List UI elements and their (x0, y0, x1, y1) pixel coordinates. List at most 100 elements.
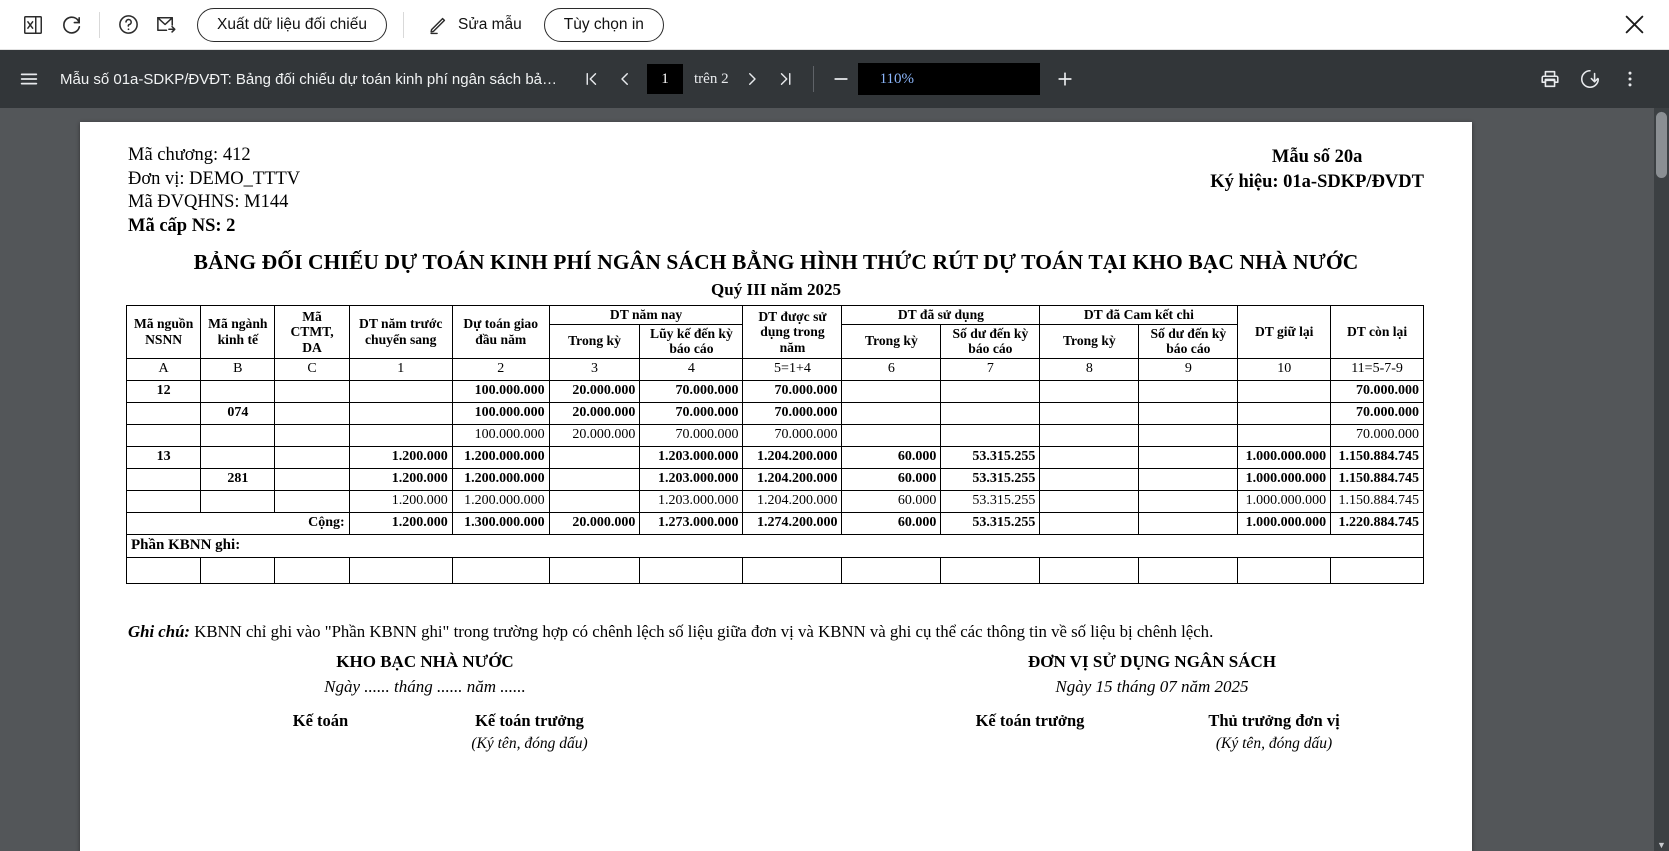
table-cell: 1.200.000.000 (451, 467, 550, 491)
table-cell (1138, 379, 1239, 403)
table-cell: 70.000.000 (742, 379, 843, 403)
column-letter-cell: 2 (451, 357, 550, 381)
print-options-button[interactable]: Tùy chọn in (543, 7, 664, 42)
column-letter-cell: 6 (841, 357, 942, 381)
last-page-icon[interactable] (769, 62, 803, 96)
table-cell: 074 (200, 401, 276, 425)
first-page-icon[interactable] (574, 62, 608, 96)
meta-ma-cap-ns: Mã cấp NS: 2 (128, 215, 236, 236)
th-ckc-trong-ky: Trong kỳ (1039, 323, 1140, 359)
table-cell: 1.203.000.000 (639, 445, 744, 469)
table-cell (348, 379, 453, 403)
kbnn-blank-cell (940, 556, 1041, 584)
page-number-input[interactable] (647, 64, 683, 94)
table-cell (274, 489, 350, 513)
table-cell (1138, 445, 1239, 469)
table-cell: 20.000.000 (548, 423, 641, 447)
table-row: 12 100.000.000 20.000.000 70.000.000 70.000.… (125, 379, 1424, 403)
table-cell (1039, 445, 1140, 469)
table-total-row: Cộng: 1.200.000 1.300.000.000 20.000.000 1.2… (126, 511, 1424, 535)
table-cell (200, 379, 276, 403)
kbnn-blank-cell (274, 556, 350, 584)
table-cell (1039, 423, 1140, 447)
refresh-icon[interactable] (52, 6, 90, 44)
th-ma-ctmt-da: Mã CTMT, DA (274, 305, 350, 359)
table-cell (274, 467, 350, 491)
table-cell (125, 401, 202, 425)
next-page-icon[interactable] (735, 62, 769, 96)
sign-right-role2-sub: (Ký tên, đóng dấu) (1215, 735, 1333, 752)
column-letter-cell: 1 (348, 357, 453, 381)
zoom-out-icon[interactable] (824, 62, 858, 96)
sign-right-date: Ngày 15 tháng 07 năm 2025 (1055, 677, 1249, 696)
kbnn-blank-cell (742, 556, 843, 584)
table-cell: 1.204.200.000 (742, 445, 843, 469)
table-cell: 1.203.000.000 (639, 489, 744, 513)
table-cell (1138, 489, 1239, 513)
th-sd-so-du: Số dư đến kỳ báo cáo (940, 323, 1041, 359)
app-toolbar: Xuất dữ liệu đối chiếu Sửa mẫu Tùy chọn … (0, 0, 1669, 50)
export-reconciliation-data-button[interactable]: Xuất dữ liệu đối chiếu (197, 7, 387, 42)
table-cell: 60.000 (841, 489, 942, 513)
sign-left-role-1: Kế toán (216, 711, 425, 753)
table-cell (940, 423, 1041, 447)
table-cell (1039, 401, 1140, 425)
th-du-toan-giao: Dự toán giao đầu năm (451, 305, 550, 359)
total-cell: 1.273.000.000 (639, 511, 744, 535)
meta-ma-chuong: Mã chương: 412 (128, 145, 251, 165)
table-cell: 1.000.000.000 (1237, 445, 1332, 469)
table-cell: 13 (125, 445, 202, 469)
page-subtitle: Quý III năm 2025 (711, 280, 841, 299)
table-cell: 100.000.000 (451, 401, 550, 425)
table-cell (548, 467, 641, 491)
column-letter-cell: A (125, 357, 202, 381)
th-ckc-so-du: Số dư đến kỳ báo cáo (1138, 323, 1239, 359)
total-cell: 1.274.200.000 (742, 511, 843, 535)
table-cell: 1.203.000.000 (639, 467, 744, 491)
table-cell: 1.150.884.745 (1330, 467, 1424, 491)
zoom-level-input[interactable] (857, 63, 1040, 95)
close-icon[interactable] (1613, 4, 1655, 46)
print-icon[interactable] (1533, 62, 1567, 96)
scroll-down-arrow-icon[interactable]: ▼ (1657, 840, 1666, 850)
total-cell: 60.000 (841, 511, 942, 535)
sidebar-toggle-icon[interactable] (12, 62, 46, 96)
pdf-page-navigation: trên 2 (574, 62, 803, 96)
send-mail-icon[interactable] (147, 6, 185, 44)
table-cell (274, 423, 350, 447)
table-cell (1237, 401, 1332, 425)
vertical-scrollbar[interactable]: ▲ ▼ (1654, 108, 1669, 851)
document-form-id: Mẫu số 20a Ký hiệu: 01a-SDKP/ĐVDT (1210, 145, 1424, 195)
column-letter-cell: B (200, 357, 276, 381)
table-cell (1237, 379, 1332, 403)
more-options-icon[interactable] (1613, 62, 1647, 96)
table-cell: 1.204.200.000 (742, 467, 843, 491)
download-icon[interactable] (1573, 62, 1607, 96)
kbnn-blank-cell (1330, 556, 1424, 584)
th-dt-da-su-dung: DT đã sử dụng (841, 305, 1041, 325)
column-letter-cell: C (274, 357, 350, 381)
table-cell (125, 467, 202, 491)
table-cell (940, 379, 1041, 403)
table-cell: 20.000.000 (548, 401, 641, 425)
edit-template-button[interactable]: Sửa mẫu (419, 8, 530, 42)
excel-export-icon[interactable] (14, 6, 52, 44)
scrollbar-thumb[interactable] (1656, 112, 1667, 178)
table-cell (940, 401, 1041, 425)
help-icon[interactable] (109, 6, 147, 44)
pdf-toolbar-divider (812, 66, 814, 92)
previous-page-icon[interactable] (608, 62, 642, 96)
note-text: KBNN chỉ ghi vào "Phần KBNN ghi" trong t… (194, 622, 1214, 641)
zoom-in-icon[interactable] (1048, 62, 1082, 96)
column-letter-cell: 4 (639, 357, 744, 381)
table-body: A B C 1 2 3 4 5=1+4 6 7 8 9 10 11=5-7-9 12 100.000.000 2… (125, 357, 1424, 584)
table-cell: 12 (125, 379, 202, 403)
th-dt-nam-truoc: DT năm trước chuyển sang (348, 305, 453, 359)
th-dt-giu-lai: DT giữ lại (1237, 305, 1332, 359)
kbnn-blank-cell (125, 556, 202, 584)
th-dt-con-lai: DT còn lại (1330, 305, 1424, 359)
table-cell (125, 423, 202, 447)
column-letter-cell: 3 (548, 357, 641, 381)
sign-left-role2-sub: (Ký tên, đóng dấu) (471, 735, 588, 752)
kbnn-blank-cell (639, 556, 744, 584)
